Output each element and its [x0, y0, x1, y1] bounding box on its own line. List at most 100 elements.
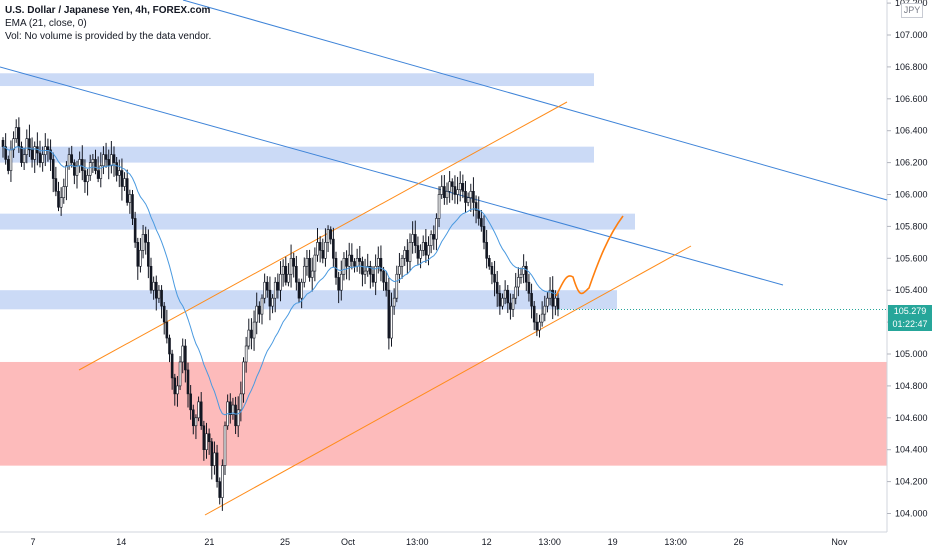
candle	[162, 302, 166, 335]
candle-body	[300, 281, 303, 299]
candle	[252, 310, 256, 351]
candle	[464, 181, 467, 213]
candle-body	[207, 433, 211, 443]
candle-body	[347, 254, 351, 267]
candle-body	[376, 257, 380, 267]
candle-body	[361, 261, 364, 275]
candle-body	[345, 257, 348, 267]
candle-body	[517, 277, 520, 288]
candle	[437, 186, 441, 228]
candle	[14, 119, 18, 143]
candle	[493, 260, 496, 297]
candle-body	[490, 265, 494, 275]
candle	[379, 245, 383, 282]
candle-body	[157, 289, 161, 299]
candle-body	[112, 154, 116, 163]
candle	[337, 271, 340, 304]
candle	[310, 257, 314, 292]
candle	[302, 257, 306, 288]
candle	[289, 244, 293, 288]
candle-body	[316, 242, 319, 256]
candle-body	[144, 234, 148, 243]
candle	[30, 137, 34, 168]
candle	[205, 422, 208, 459]
candle-body	[197, 401, 200, 419]
candle	[20, 141, 23, 167]
candle-body	[532, 305, 536, 323]
candle-body	[271, 297, 274, 307]
candle-body	[234, 404, 237, 427]
candle	[96, 156, 100, 183]
candle-body	[228, 401, 232, 415]
candle	[421, 235, 425, 257]
candle	[258, 301, 261, 323]
candle	[453, 175, 457, 204]
candle-body	[46, 146, 50, 151]
candle-body	[242, 361, 245, 395]
candle-body	[429, 234, 433, 246]
candle-body	[205, 433, 208, 450]
candle	[287, 263, 290, 287]
candle-body	[406, 250, 409, 262]
candle	[503, 280, 507, 305]
candle	[221, 459, 224, 511]
time-tick-label: 7	[30, 537, 35, 547]
legend-ema: EMA (21, close, 0)	[5, 18, 87, 29]
candle-body	[149, 265, 153, 291]
candle-body	[273, 281, 277, 299]
candle	[112, 146, 116, 177]
candle-body	[4, 146, 7, 160]
candle	[355, 248, 359, 272]
price-tick-label: 105.400	[895, 285, 928, 295]
candle-body	[239, 393, 243, 411]
candle-body	[215, 452, 219, 482]
candle	[487, 255, 491, 270]
candle-body	[70, 154, 74, 163]
candle	[387, 277, 391, 350]
candle	[120, 158, 124, 201]
candle	[141, 225, 145, 259]
candle	[305, 250, 309, 276]
candle	[297, 278, 301, 303]
candle-body	[313, 254, 317, 272]
candle-body	[14, 127, 18, 139]
candle-body	[556, 297, 560, 310]
candle	[244, 336, 248, 373]
candle-body	[1, 139, 5, 147]
price-tick-label: 106.800	[895, 62, 928, 72]
candle-body	[173, 377, 177, 395]
candle	[9, 140, 13, 182]
candle	[398, 252, 401, 283]
currency-badge[interactable]: JPY	[901, 3, 923, 18]
candle	[546, 291, 549, 313]
candle-body	[493, 273, 496, 283]
candle-body	[73, 162, 76, 176]
candle	[321, 238, 325, 264]
candle-body	[398, 265, 401, 275]
candle-body	[395, 273, 399, 299]
candle	[57, 181, 60, 212]
candle	[551, 276, 555, 320]
candle-body	[450, 181, 454, 187]
candle	[554, 290, 557, 316]
candle-body	[30, 149, 34, 160]
candle-body	[321, 250, 325, 259]
candle	[514, 272, 518, 305]
candle-body	[91, 159, 95, 163]
candle-body	[258, 305, 261, 315]
candle-body	[284, 265, 288, 283]
candle	[170, 349, 174, 390]
candle	[215, 444, 219, 488]
candle	[186, 362, 190, 408]
candle	[400, 254, 404, 279]
candle-body	[131, 194, 134, 219]
time-tick-label: Oct	[341, 537, 356, 547]
candle-body	[25, 138, 29, 155]
candles	[1, 117, 560, 511]
candle	[480, 210, 483, 232]
time-tick-label: Nov	[831, 537, 848, 547]
candle-body	[28, 138, 31, 151]
candle-body	[59, 197, 63, 208]
candle-body	[342, 257, 346, 275]
